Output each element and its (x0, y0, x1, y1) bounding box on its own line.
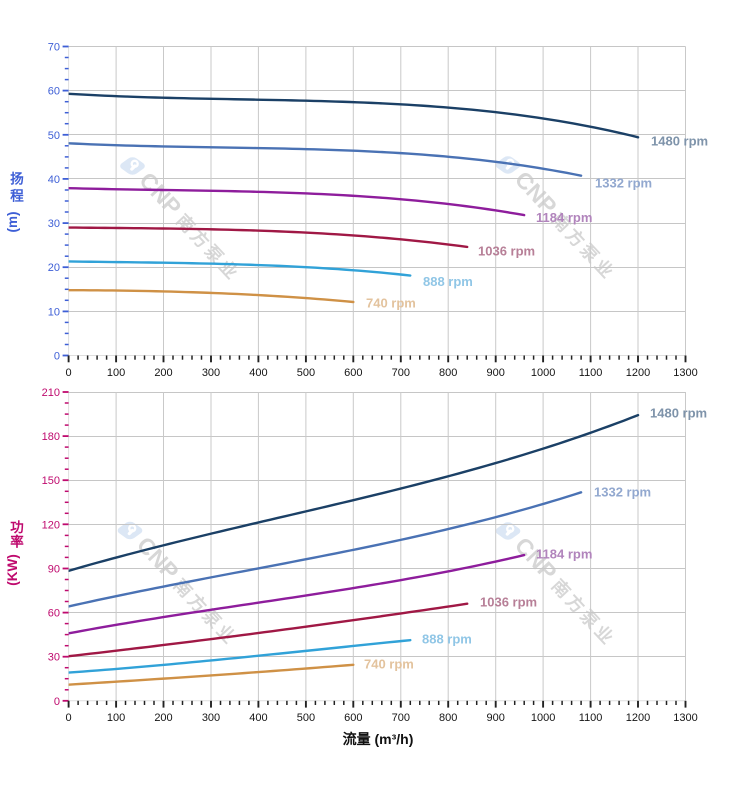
svg-text:30: 30 (48, 218, 60, 230)
svg-text:120: 120 (42, 519, 60, 531)
svg-text:0: 0 (66, 712, 72, 724)
svg-text:900: 900 (487, 712, 505, 724)
svg-text:300: 300 (202, 367, 220, 379)
svg-text:180: 180 (42, 431, 60, 443)
svg-text:500: 500 (297, 367, 315, 379)
svg-text:功: 功 (10, 520, 24, 535)
svg-text:210: 210 (42, 387, 60, 399)
svg-text:1200: 1200 (626, 712, 650, 724)
svg-text:1300: 1300 (673, 712, 697, 724)
svg-text:888 rpm: 888 rpm (422, 632, 472, 647)
svg-text:740 rpm: 740 rpm (366, 296, 416, 311)
svg-text:70: 70 (48, 42, 60, 54)
svg-text:1480 rpm: 1480 rpm (651, 133, 708, 148)
svg-text:600: 600 (344, 367, 362, 379)
svg-text:600: 600 (344, 712, 362, 724)
svg-text:流量 (m³/h): 流量 (m³/h) (343, 731, 414, 747)
svg-text:1300: 1300 (673, 367, 697, 379)
svg-text:700: 700 (392, 712, 410, 724)
svg-text:1480 rpm: 1480 rpm (650, 406, 707, 421)
svg-text:200: 200 (154, 367, 172, 379)
svg-text:60: 60 (48, 86, 60, 98)
svg-text:程: 程 (10, 189, 24, 204)
svg-text:1000: 1000 (531, 367, 555, 379)
svg-text:1100: 1100 (579, 367, 603, 379)
svg-text:800: 800 (439, 367, 457, 379)
svg-text:500: 500 (297, 712, 315, 724)
svg-text:700: 700 (392, 367, 410, 379)
svg-text:20: 20 (48, 262, 60, 274)
svg-text:率: 率 (10, 534, 24, 550)
svg-text:0: 0 (54, 351, 60, 363)
svg-text:0: 0 (54, 696, 60, 708)
svg-text:30: 30 (48, 652, 60, 664)
svg-text:1036 rpm: 1036 rpm (478, 244, 535, 259)
svg-text:60: 60 (48, 608, 60, 620)
svg-text:1332 rpm: 1332 rpm (595, 176, 652, 191)
svg-text:900: 900 (487, 367, 505, 379)
svg-text:1100: 1100 (579, 712, 603, 724)
svg-text:100: 100 (107, 367, 125, 379)
svg-text:400: 400 (249, 712, 267, 724)
svg-text:800: 800 (439, 712, 457, 724)
svg-text:1036 rpm: 1036 rpm (480, 595, 537, 610)
svg-text:(KW): (KW) (5, 554, 20, 585)
svg-text:1184 rpm: 1184 rpm (536, 547, 592, 562)
svg-text:50: 50 (48, 130, 60, 142)
svg-text:740 rpm: 740 rpm (364, 657, 414, 672)
svg-text:扬: 扬 (10, 171, 24, 187)
svg-text:40: 40 (48, 174, 60, 186)
svg-text:0: 0 (66, 367, 72, 379)
svg-text:10: 10 (48, 306, 60, 318)
svg-text:(m): (m) (5, 212, 20, 233)
svg-text:1332 rpm: 1332 rpm (594, 485, 651, 500)
svg-text:100: 100 (107, 712, 125, 724)
svg-text:150: 150 (42, 475, 60, 487)
svg-text:200: 200 (154, 712, 172, 724)
svg-text:400: 400 (249, 367, 267, 379)
svg-text:1000: 1000 (531, 712, 555, 724)
svg-text:1200: 1200 (626, 367, 650, 379)
svg-text:300: 300 (202, 712, 220, 724)
svg-text:90: 90 (48, 564, 60, 576)
svg-text:CNP 南方泵业: CNP 南方泵业 (134, 167, 247, 286)
svg-text:1184 rpm: 1184 rpm (536, 210, 592, 225)
svg-text:888 rpm: 888 rpm (423, 274, 473, 289)
